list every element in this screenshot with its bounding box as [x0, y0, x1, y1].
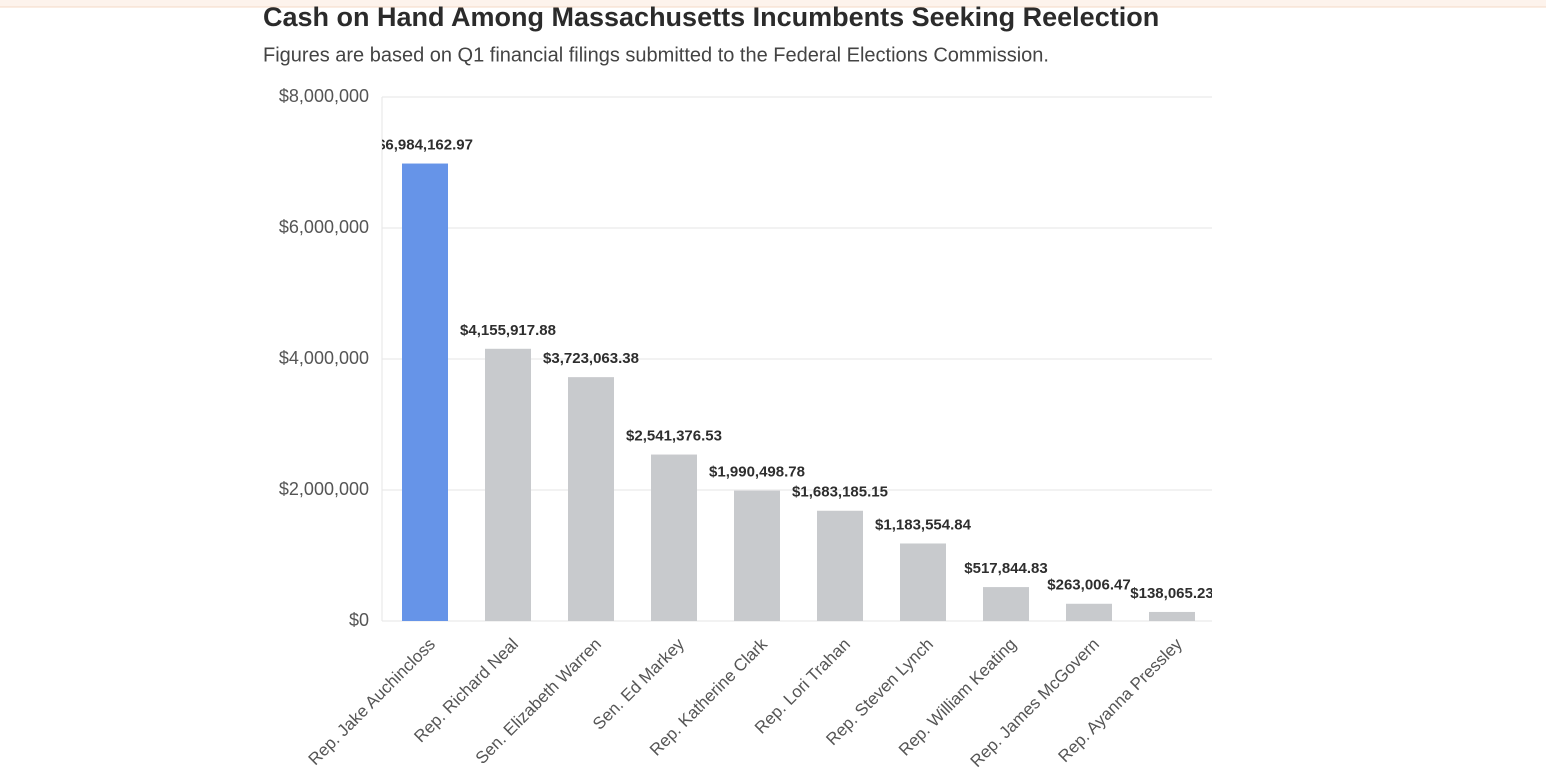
y-tick-label: $6,000,000: [279, 217, 369, 237]
value-label: $1,183,554.84: [875, 516, 972, 533]
chart-subtitle: Figures are based on Q1 financial filing…: [263, 44, 1049, 66]
bar: [402, 163, 448, 621]
bar: [485, 348, 531, 621]
value-labels: $6,984,162.97 $4,155,917.88 $3,723,063.38 $…: [377, 137, 1213, 602]
value-label: $1,683,185.15: [792, 484, 888, 501]
value-label: $3,723,063.38: [543, 350, 639, 367]
value-label: $1,990,498.78: [709, 464, 805, 481]
bar: [983, 587, 1029, 621]
value-label: $2,541,376.53: [626, 428, 722, 445]
value-label: $138,065.23: [1130, 585, 1213, 602]
y-tick-label: $8,000,000: [279, 86, 369, 106]
bar: [1066, 603, 1112, 621]
value-label: $263,006.47: [1047, 577, 1130, 594]
value-label: $6,984,162.97: [377, 137, 473, 154]
y-tick-label: $4,000,000: [279, 348, 369, 368]
bar: [1149, 611, 1195, 621]
value-label: $4,155,917.88: [460, 322, 556, 339]
y-tick-label: $0: [349, 610, 369, 630]
value-label: $517,844.83: [964, 560, 1047, 577]
bar: [900, 543, 946, 621]
x-tick-label: Rep. Jake Auchincloss: [305, 635, 439, 769]
bar: [651, 454, 697, 621]
y-tick-label: $2,000,000: [279, 479, 369, 499]
bar: [734, 490, 780, 621]
bar: [568, 377, 614, 621]
top-bar: [0, 0, 1546, 7]
bar: [817, 510, 863, 621]
chart-title: Cash on Hand Among Massachusetts Incumbe…: [263, 2, 1159, 32]
